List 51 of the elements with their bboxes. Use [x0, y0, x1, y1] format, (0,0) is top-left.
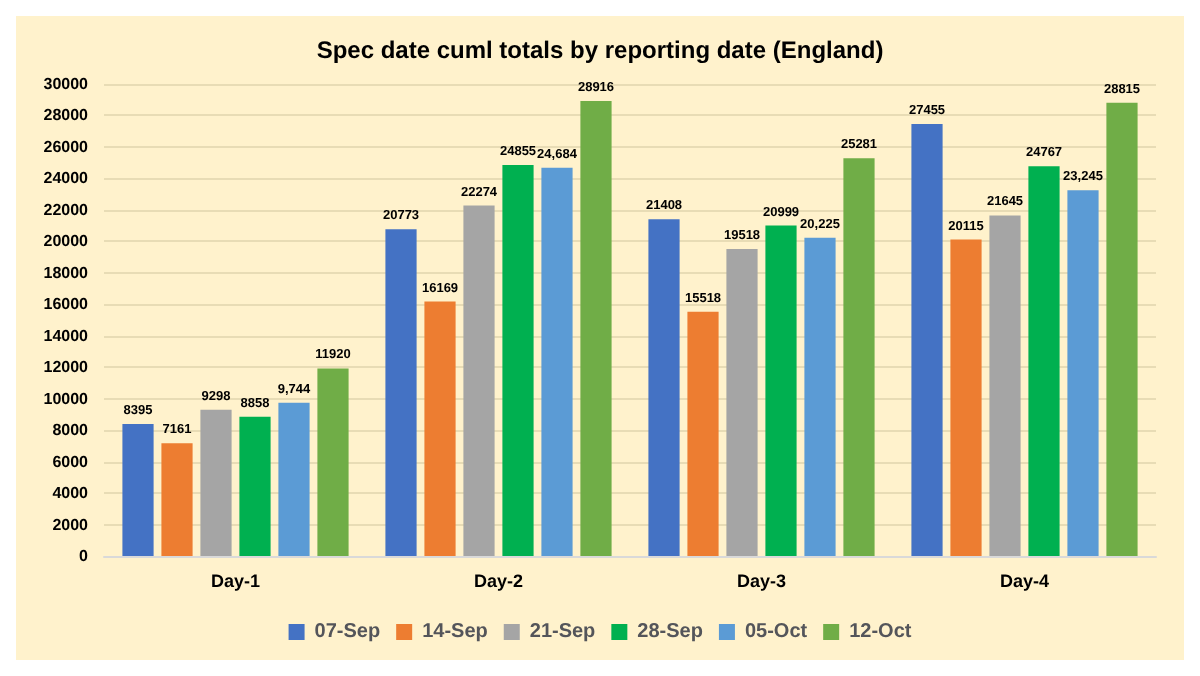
x-tick-label: Day-2: [473, 571, 524, 591]
bar: [765, 225, 797, 556]
legend-label: 05-Oct: [744, 621, 809, 643]
bar: [687, 311, 719, 556]
bar: [843, 158, 875, 556]
legend-label: 12-Oct: [849, 621, 913, 643]
y-tick-label: 12000: [43, 358, 90, 377]
bar: [463, 205, 495, 556]
bar: [1106, 102, 1138, 556]
bar: [122, 423, 154, 556]
bar: [648, 219, 680, 556]
y-tick-label: 8000: [52, 421, 90, 440]
chart-title: Spec date cuml totals by reporting date (England): [316, 36, 884, 64]
bar: [950, 239, 982, 556]
y-tick-label: 14000: [43, 326, 90, 345]
bar: [1028, 166, 1060, 556]
bar: [1067, 190, 1099, 556]
x-tick-label: Day-3: [736, 571, 787, 591]
bar: [989, 215, 1021, 556]
bar: [580, 101, 612, 556]
y-tick-label: 16000: [43, 295, 90, 314]
bar: [385, 229, 417, 556]
y-tick-label: 24000: [43, 169, 90, 188]
bar: [200, 409, 232, 556]
bar: [502, 164, 534, 556]
x-tick-label: Day-1: [210, 571, 261, 591]
y-tick-label: 4000: [52, 484, 90, 503]
legend-label: 07-Sep: [314, 621, 381, 643]
y-tick-label: 22000: [43, 200, 90, 219]
bar: [239, 416, 271, 556]
y-tick-label: 2000: [52, 515, 90, 534]
bar: [424, 301, 456, 556]
bar: [804, 237, 836, 556]
y-tick-label: 0: [79, 547, 90, 565]
y-tick-label: 20000: [43, 232, 90, 251]
y-tick-label: 28000: [43, 106, 90, 125]
y-tick-label: 30000: [43, 75, 90, 93]
y-tick-label: 18000: [43, 263, 90, 282]
bar: [161, 443, 193, 556]
bar: [278, 402, 310, 556]
y-tick-label: 10000: [43, 389, 90, 408]
bar: [726, 248, 758, 556]
legend-label: 28-Sep: [637, 621, 703, 643]
bar: [911, 124, 943, 556]
legend-label: 14-Sep: [422, 621, 488, 643]
bar: [541, 167, 573, 556]
legend-label: 21-Sep: [529, 621, 596, 643]
y-tick-label: 6000: [52, 452, 90, 471]
bar: [317, 368, 349, 556]
y-tick-label: 26000: [43, 137, 90, 156]
x-tick-label: Day-4: [999, 571, 1050, 591]
